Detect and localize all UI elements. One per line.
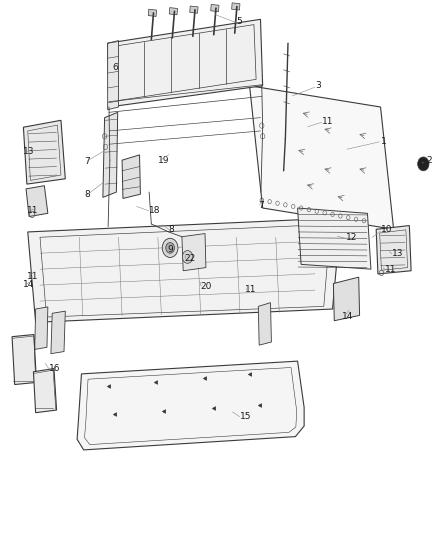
Text: 8: 8 (85, 190, 90, 199)
Polygon shape (35, 307, 48, 350)
Text: 6: 6 (112, 63, 118, 71)
Text: 22: 22 (184, 254, 195, 263)
Text: 16: 16 (49, 364, 60, 373)
Bar (169, 7, 177, 15)
Text: 1: 1 (381, 137, 386, 146)
Polygon shape (122, 155, 141, 198)
Polygon shape (108, 41, 119, 110)
Bar (148, 9, 156, 17)
Text: 9: 9 (167, 245, 173, 254)
Circle shape (182, 251, 193, 263)
Text: 11: 11 (322, 117, 334, 126)
Polygon shape (333, 277, 360, 321)
Text: 10: 10 (381, 225, 392, 234)
Polygon shape (77, 361, 304, 450)
Text: 11: 11 (385, 265, 396, 274)
Polygon shape (28, 219, 337, 322)
Text: 14: 14 (342, 312, 353, 321)
Circle shape (418, 157, 429, 171)
Polygon shape (51, 311, 65, 354)
Bar (232, 3, 240, 10)
Text: 11: 11 (27, 272, 39, 280)
Text: 3: 3 (315, 81, 321, 90)
Polygon shape (297, 208, 371, 269)
Text: 14: 14 (23, 280, 35, 289)
Text: 13: 13 (392, 249, 403, 259)
Circle shape (166, 243, 174, 253)
Bar (190, 6, 198, 13)
Text: 11: 11 (245, 285, 257, 294)
Polygon shape (258, 303, 272, 345)
Text: 12: 12 (346, 233, 357, 243)
Text: 11: 11 (27, 206, 39, 215)
Text: 19: 19 (158, 156, 170, 165)
Text: 7: 7 (85, 157, 90, 166)
Text: 20: 20 (201, 282, 212, 291)
Polygon shape (33, 368, 57, 413)
Text: 13: 13 (23, 147, 35, 156)
Polygon shape (376, 225, 411, 274)
Text: 5: 5 (237, 18, 242, 27)
Text: 18: 18 (149, 206, 161, 215)
Polygon shape (103, 112, 118, 197)
Text: 7: 7 (258, 201, 264, 211)
Polygon shape (12, 335, 36, 384)
Text: 2: 2 (426, 156, 432, 165)
Text: 15: 15 (240, 412, 251, 421)
Polygon shape (250, 86, 394, 229)
Polygon shape (26, 185, 48, 216)
Polygon shape (182, 233, 206, 271)
Polygon shape (108, 19, 263, 107)
Text: 8: 8 (169, 225, 174, 234)
Polygon shape (23, 120, 65, 184)
Bar (211, 4, 219, 12)
Circle shape (162, 238, 178, 257)
